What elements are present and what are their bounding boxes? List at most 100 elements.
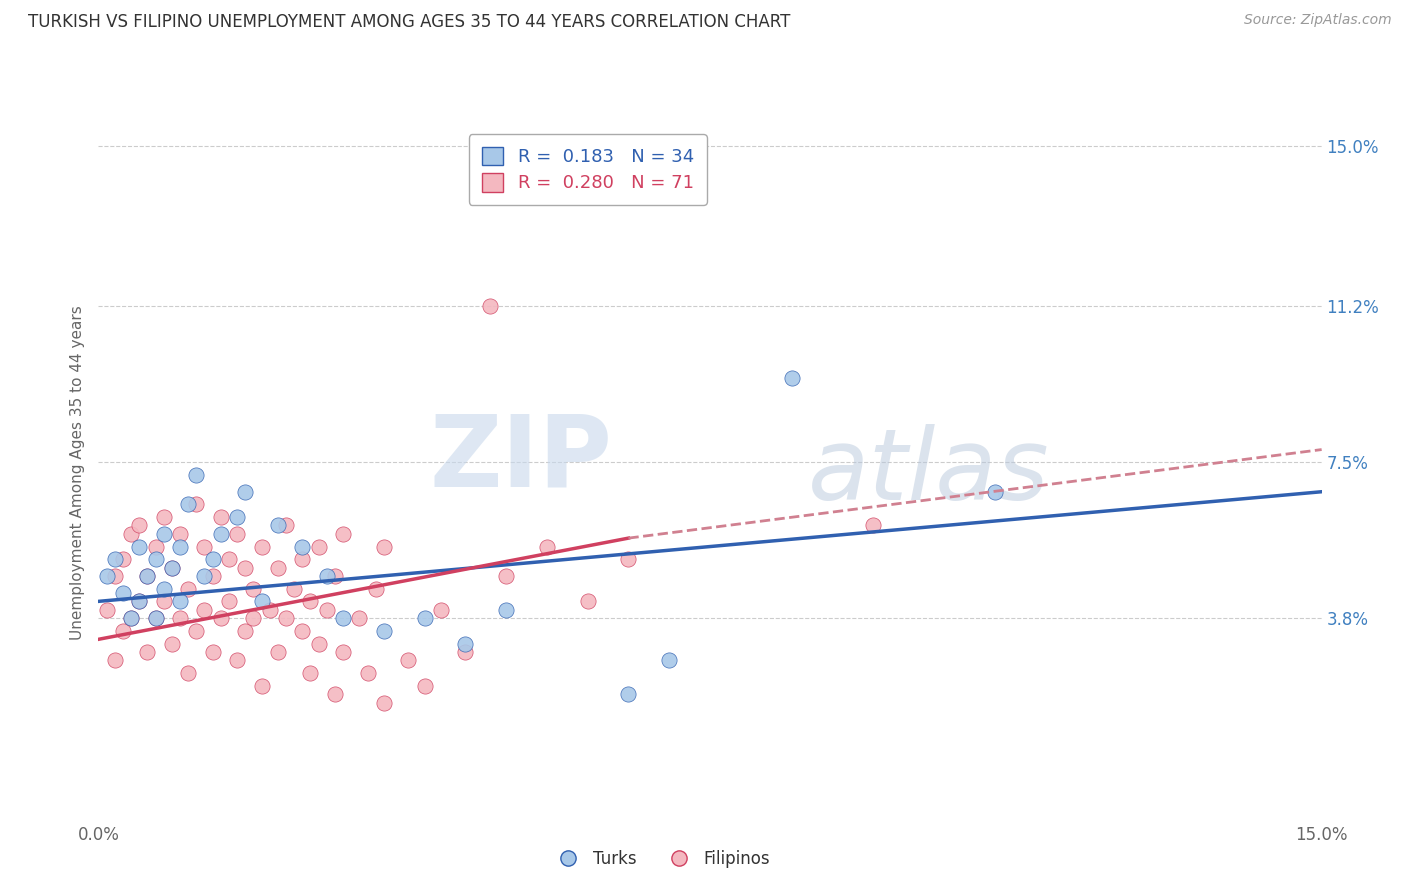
Point — [193, 603, 215, 617]
Point — [120, 611, 142, 625]
Point — [218, 552, 240, 566]
Point — [233, 484, 256, 499]
Point — [413, 611, 436, 625]
Point — [186, 467, 208, 482]
Point — [169, 594, 191, 608]
Point — [617, 687, 640, 701]
Point — [111, 586, 134, 600]
Point — [145, 611, 167, 625]
Point — [396, 653, 419, 667]
Point — [160, 636, 183, 650]
Point — [478, 299, 501, 313]
Text: atlas: atlas — [808, 425, 1049, 521]
Point — [299, 666, 322, 681]
Point — [259, 603, 281, 617]
Point — [96, 603, 118, 617]
Point — [111, 552, 134, 566]
Point — [495, 603, 517, 617]
Point — [169, 527, 191, 541]
Point — [145, 552, 167, 566]
Point — [454, 636, 477, 650]
Point — [136, 569, 159, 583]
Point — [267, 560, 290, 574]
Point — [495, 569, 517, 583]
Point — [267, 518, 290, 533]
Point — [274, 611, 297, 625]
Point — [201, 552, 224, 566]
Point — [233, 560, 256, 574]
Point — [201, 645, 224, 659]
Point — [658, 653, 681, 667]
Point — [104, 653, 127, 667]
Point — [209, 611, 232, 625]
Text: TURKISH VS FILIPINO UNEMPLOYMENT AMONG AGES 35 TO 44 YEARS CORRELATION CHART: TURKISH VS FILIPINO UNEMPLOYMENT AMONG A… — [28, 13, 790, 31]
Point — [617, 552, 640, 566]
Point — [349, 611, 371, 625]
Point — [120, 527, 142, 541]
Point — [152, 594, 174, 608]
Y-axis label: Unemployment Among Ages 35 to 44 years: Unemployment Among Ages 35 to 44 years — [69, 305, 84, 640]
Point — [186, 497, 208, 511]
Point — [177, 666, 200, 681]
Point — [364, 582, 387, 596]
Point — [186, 624, 208, 638]
Point — [104, 569, 127, 583]
Point — [323, 569, 346, 583]
Point — [160, 560, 183, 574]
Point — [250, 679, 273, 693]
Point — [160, 560, 183, 574]
Point — [177, 582, 200, 596]
Point — [209, 527, 232, 541]
Point — [226, 653, 249, 667]
Point — [136, 569, 159, 583]
Point — [291, 540, 314, 554]
Point — [145, 540, 167, 554]
Text: Source: ZipAtlas.com: Source: ZipAtlas.com — [1244, 13, 1392, 28]
Point — [169, 611, 191, 625]
Point — [209, 510, 232, 524]
Point — [536, 540, 558, 554]
Point — [291, 552, 314, 566]
Point — [299, 594, 322, 608]
Point — [128, 518, 150, 533]
Point — [128, 594, 150, 608]
Point — [984, 484, 1007, 499]
Point — [332, 611, 354, 625]
Point — [780, 371, 803, 385]
Point — [226, 510, 249, 524]
Point — [104, 552, 127, 566]
Point — [152, 527, 174, 541]
Point — [308, 636, 330, 650]
Point — [332, 645, 354, 659]
Point — [111, 624, 134, 638]
Point — [315, 603, 337, 617]
Point — [430, 603, 453, 617]
Point — [332, 527, 354, 541]
Point — [308, 540, 330, 554]
Point — [169, 540, 191, 554]
Point — [233, 624, 256, 638]
Point — [283, 582, 305, 596]
Point — [315, 569, 337, 583]
Text: ZIP: ZIP — [429, 410, 612, 508]
Point — [373, 696, 395, 710]
Point — [145, 611, 167, 625]
Point — [291, 624, 314, 638]
Point — [152, 510, 174, 524]
Point — [454, 645, 477, 659]
Point — [136, 645, 159, 659]
Point — [120, 611, 142, 625]
Point — [226, 527, 249, 541]
Point — [356, 666, 378, 681]
Point — [193, 569, 215, 583]
Point — [250, 540, 273, 554]
Point — [128, 594, 150, 608]
Point — [267, 645, 290, 659]
Point — [193, 540, 215, 554]
Point — [373, 540, 395, 554]
Point — [242, 582, 264, 596]
Point — [96, 569, 118, 583]
Point — [250, 594, 273, 608]
Point — [576, 594, 599, 608]
Point — [218, 594, 240, 608]
